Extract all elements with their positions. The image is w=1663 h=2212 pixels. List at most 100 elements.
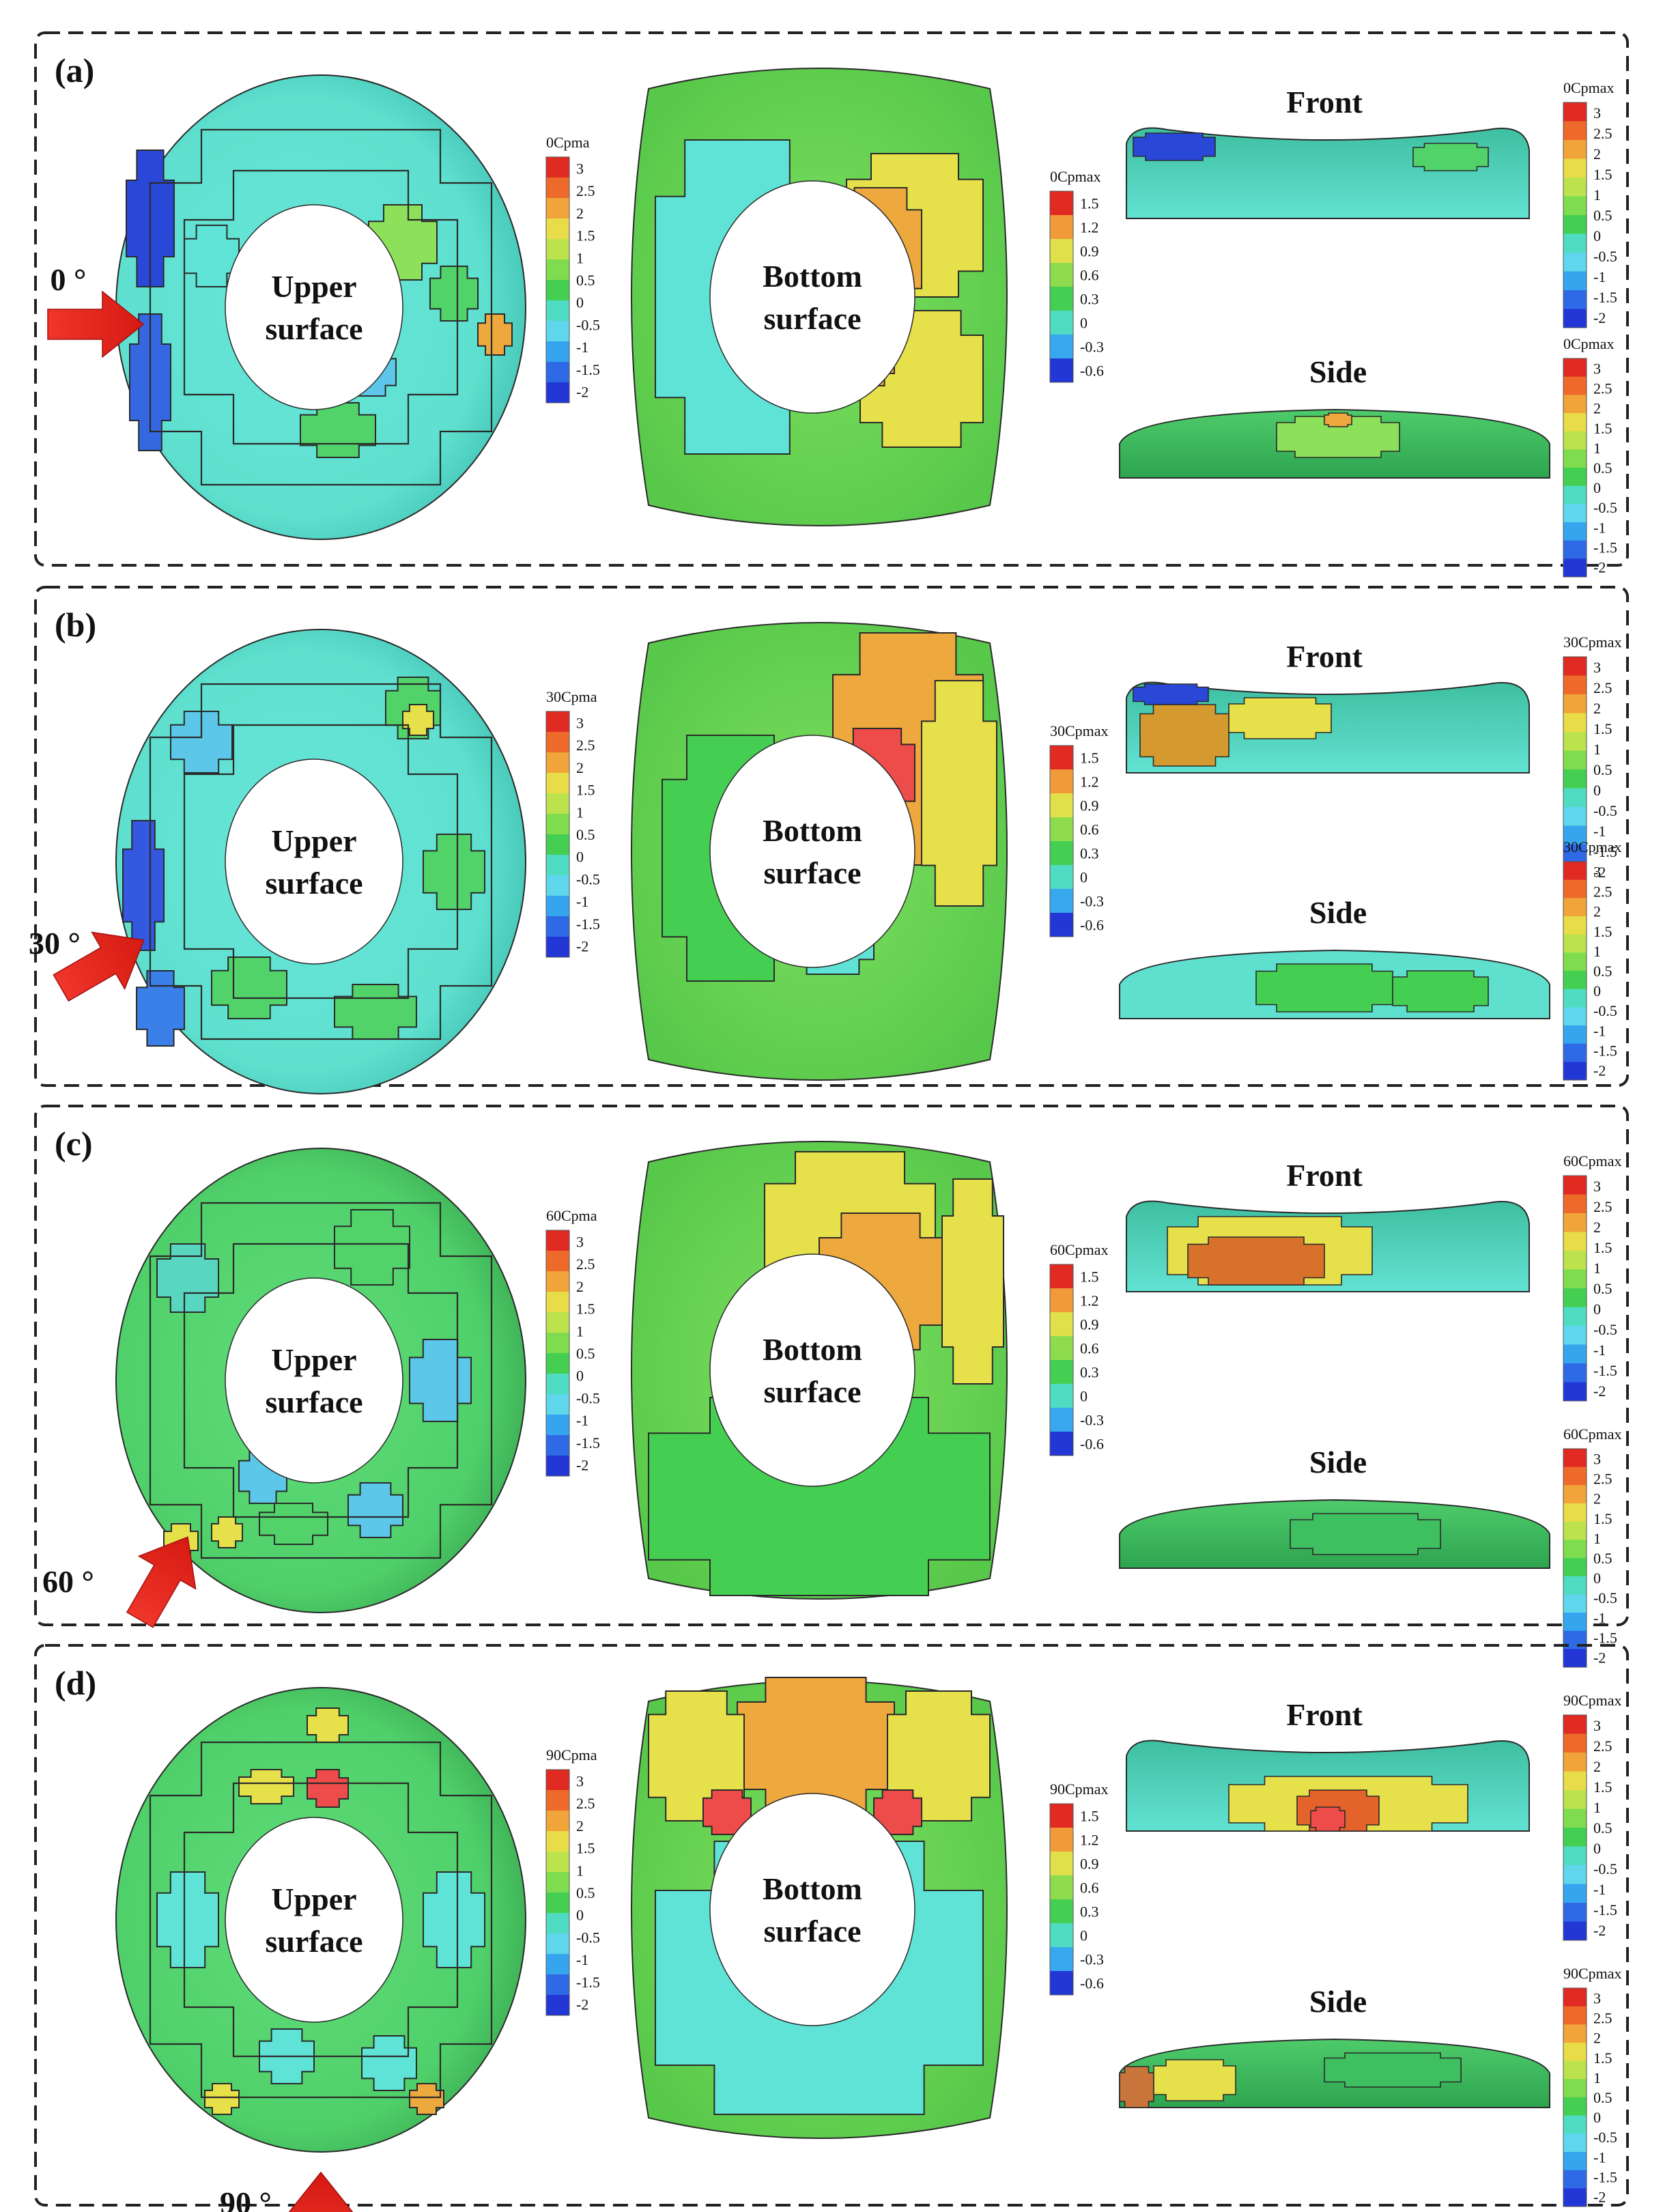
upper-contour-patch bbox=[477, 313, 513, 356]
colorbar-tick-label: 2 bbox=[1593, 700, 1601, 717]
colorbar-frame bbox=[545, 711, 570, 958]
upper-surface-hole bbox=[225, 204, 403, 410]
side-contour-patch bbox=[1324, 2052, 1462, 2088]
upper-surface-plot: Upper surface bbox=[115, 1148, 527, 1613]
colorbar-swatch bbox=[1563, 376, 1587, 395]
colorbar-tick-label: 1.5 bbox=[576, 782, 595, 799]
colorbar-swatch bbox=[1563, 1753, 1587, 1772]
colorbar-frame bbox=[1563, 1175, 1587, 1402]
colorbar-title: 60Cpmax bbox=[1563, 1426, 1622, 1443]
side-view-plot: Side bbox=[1119, 354, 1550, 479]
upper-surface-label-line1: Upper bbox=[271, 1342, 356, 1377]
colorbar-tick-label: -1 bbox=[576, 893, 588, 910]
colorbar-tick-label: 0.5 bbox=[1593, 1550, 1612, 1567]
bottom-surface-label-line2: surface bbox=[763, 301, 861, 336]
colorbar-tick-label: 1.5 bbox=[1080, 750, 1099, 767]
colorbar-tick-label: -1 bbox=[576, 1412, 588, 1429]
colorbar-swatch bbox=[546, 1790, 569, 1811]
side-colorbar: 90Cpmax 3 2.5 2 1.5 1 0.5 0 -0.5 -1 -1.5 -2 bbox=[1563, 1965, 1622, 2207]
upper-contour-patch bbox=[409, 1339, 472, 1422]
colorbar-swatch bbox=[1563, 309, 1587, 328]
colorbar-tick-label: 2.5 bbox=[1593, 380, 1612, 397]
colorbar-swatch bbox=[1563, 788, 1587, 808]
colorbar-swatch bbox=[546, 793, 569, 814]
colorbar-swatch bbox=[1563, 1288, 1587, 1307]
colorbar-tick-label: -0.3 bbox=[1080, 339, 1104, 356]
colorbar-title: 60Cpma bbox=[546, 1207, 597, 1224]
colorbar-tick-label: -1 bbox=[1593, 1022, 1606, 1039]
colorbar-swatch bbox=[1563, 1649, 1587, 1668]
colorbar-tick-label: 1 bbox=[1593, 440, 1601, 457]
colorbar-tick-label: 3 bbox=[576, 1233, 584, 1250]
colorbar-swatch bbox=[1563, 1576, 1587, 1595]
colorbar-swatch bbox=[1563, 1485, 1587, 1504]
front-contour-patch bbox=[1139, 704, 1230, 767]
side-view-label: Side bbox=[1309, 895, 1367, 930]
colorbar-swatch bbox=[546, 1811, 569, 1832]
colorbar-swatch bbox=[1563, 158, 1587, 178]
colorbar-tick-label: -1 bbox=[1593, 1881, 1606, 1898]
angle-label: 0 ° bbox=[51, 262, 87, 297]
colorbar-swatch bbox=[546, 855, 569, 876]
colorbar-swatch bbox=[1563, 558, 1587, 578]
side-colorbar: 30Cpmax 3 2.5 2 1.5 1 0.5 0 -0.5 -1 -1.5 -2 bbox=[1563, 838, 1622, 1081]
colorbar-swatch bbox=[546, 1770, 569, 1791]
colorbar-swatch bbox=[1563, 916, 1587, 935]
colorbar-frame bbox=[1049, 745, 1074, 937]
panel-a: (a) Upper surface 0Cpma 3 2.5 2 1.5 1 0.5 0 -0.5 -1 -… bbox=[34, 31, 1629, 578]
colorbar-swatch bbox=[1563, 395, 1587, 414]
front-view-label: Front bbox=[1286, 1158, 1363, 1193]
colorbar-title: 0Cpma bbox=[546, 134, 590, 151]
colorbar-swatch bbox=[1563, 358, 1587, 378]
colorbar-tick-label: 2 bbox=[576, 205, 584, 222]
colorbar-swatch bbox=[1050, 1899, 1073, 1924]
colorbar-tick-label: -1 bbox=[1593, 1342, 1606, 1359]
colorbar-tick-label: -2 bbox=[1593, 1649, 1606, 1666]
side-colorbar: 60Cpmax 3 2.5 2 1.5 1 0.5 0 -0.5 -1 -1.5 -2 bbox=[1563, 1426, 1622, 1668]
colorbar-swatch bbox=[546, 1974, 569, 1996]
colorbar-swatch bbox=[546, 1852, 569, 1873]
colorbar-swatch bbox=[1563, 657, 1587, 676]
colorbar-swatch bbox=[1050, 239, 1073, 264]
colorbar-tick-label: 0 bbox=[1593, 1301, 1601, 1318]
upper-colorbar: 30Cpma 3 2.5 2 1.5 1 0.5 0 -0.5 -1 -1.5 -2 bbox=[545, 688, 600, 958]
colorbar-swatch bbox=[1563, 862, 1587, 881]
colorbar-swatch bbox=[1563, 934, 1587, 953]
panel-border bbox=[34, 1644, 1629, 2207]
upper-contour-line bbox=[183, 724, 459, 999]
colorbar-tick-label: 1.5 bbox=[1593, 2050, 1612, 2067]
colorbar-swatch bbox=[1563, 1007, 1587, 1026]
colorbar-tick-label: 0.3 bbox=[1080, 845, 1099, 862]
side-view-label: Side bbox=[1309, 1445, 1367, 1479]
colorbar-tick-label: 3 bbox=[1593, 1178, 1601, 1195]
colorbar-swatch bbox=[1563, 253, 1587, 272]
colorbar-tick-label: 2.5 bbox=[1593, 883, 1612, 901]
panel-d: (d) Upper surface 90Cpma 3 2.5 2 1.5 1 0.5 0 -0.5 -1… bbox=[34, 1644, 1629, 2212]
colorbar-swatch bbox=[1563, 952, 1587, 972]
colorbar-frame bbox=[1563, 358, 1587, 578]
colorbar-swatch bbox=[1563, 271, 1587, 291]
front-colorbar: 0Cpmax 3 2.5 2 1.5 1 0.5 0 -0.5 -1 -1.5 -2 bbox=[1563, 79, 1617, 328]
colorbar-tick-label: 2.5 bbox=[576, 182, 595, 199]
upper-surface-label: Upper surface bbox=[265, 269, 363, 346]
colorbar-swatch bbox=[1050, 1804, 1073, 1828]
colorbar-swatch bbox=[546, 239, 569, 260]
colorbar-swatch bbox=[1563, 750, 1587, 770]
colorbar-tick-label: 3 bbox=[576, 714, 584, 731]
colorbar-swatch bbox=[1563, 1503, 1587, 1522]
upper-contour-patch bbox=[409, 2083, 444, 2115]
colorbar-swatch bbox=[1563, 1865, 1587, 1884]
upper-contour-patch bbox=[307, 1769, 349, 1808]
colorbar-tick-label: 1.5 bbox=[576, 1301, 595, 1318]
colorbar-tick-label: 1 bbox=[576, 1862, 584, 1879]
colorbar-tick-label: 0 bbox=[576, 1367, 584, 1385]
colorbar-swatch bbox=[1563, 898, 1587, 917]
panel-label: (c) bbox=[55, 1124, 93, 1163]
upper-surface-label: Upper surface bbox=[265, 1882, 363, 1959]
upper-contour-patch bbox=[361, 2035, 417, 2091]
colorbar-swatch bbox=[546, 362, 569, 383]
colorbar-tick-label: 0 bbox=[1593, 1840, 1601, 1857]
colorbar-tick-label: 2 bbox=[1593, 1490, 1601, 1507]
colorbar-tick-label: 0.6 bbox=[1080, 267, 1099, 284]
